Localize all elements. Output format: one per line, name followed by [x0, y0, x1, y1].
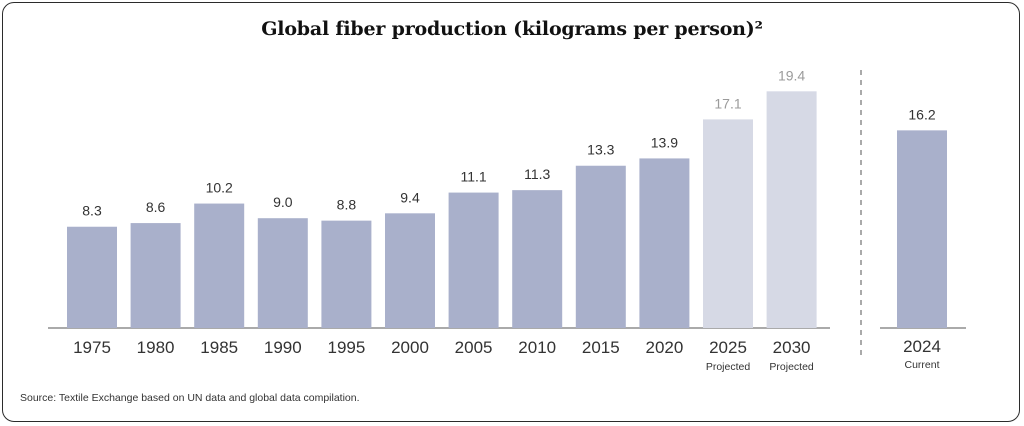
value-label: 16.2: [908, 106, 935, 122]
x-tick-label: 1980: [137, 338, 175, 357]
bar: [575, 165, 626, 328]
value-label: 11.3: [524, 166, 550, 182]
x-tick-label: 1975: [73, 338, 111, 357]
projected-bar: [766, 91, 817, 328]
bar: [448, 192, 499, 328]
x-tick-label: 1990: [264, 338, 302, 357]
value-label: 8.8: [337, 197, 357, 213]
bar: [385, 213, 435, 328]
bar: [67, 226, 117, 328]
x-tick-label: 2024: [903, 337, 941, 356]
value-label: 8.6: [146, 199, 166, 215]
projected-sublabel: Projected: [706, 361, 751, 373]
x-tick-label: 2010: [518, 338, 556, 357]
x-tick-label: 1995: [327, 338, 365, 357]
bar: [639, 158, 690, 328]
value-label: 9.4: [400, 189, 420, 205]
current-sublabel: Current: [904, 359, 939, 371]
value-label: 8.3: [82, 203, 102, 219]
value-label: 13.9: [651, 134, 678, 150]
bar: [130, 223, 181, 328]
x-tick-label: 2015: [582, 338, 620, 357]
projected-sublabel: Projected: [769, 361, 814, 373]
chart-title: Global fiber production (kilograms per p…: [261, 18, 763, 40]
bar: [512, 190, 563, 328]
x-tick-label: 2025: [709, 338, 747, 357]
value-label: 17.1: [714, 95, 741, 111]
x-tick-label: 2020: [645, 338, 683, 357]
bar: [257, 218, 308, 328]
x-tick-label: 2000: [391, 338, 429, 357]
bar: [321, 220, 372, 328]
projected-bar: [703, 119, 753, 328]
value-label: 9.0: [273, 194, 293, 210]
value-label: 19.4: [778, 67, 805, 83]
x-tick-label: 2005: [455, 338, 493, 357]
current-bar: [897, 130, 947, 328]
source-note: Source: Textile Exchange based on UN dat…: [20, 392, 360, 404]
x-tick-label: 1985: [200, 338, 238, 357]
bar: [194, 203, 245, 328]
value-label: 11.1: [460, 169, 486, 185]
value-label: 10.2: [206, 180, 233, 196]
x-tick-label: 2030: [773, 338, 811, 357]
value-label: 13.3: [587, 142, 614, 158]
